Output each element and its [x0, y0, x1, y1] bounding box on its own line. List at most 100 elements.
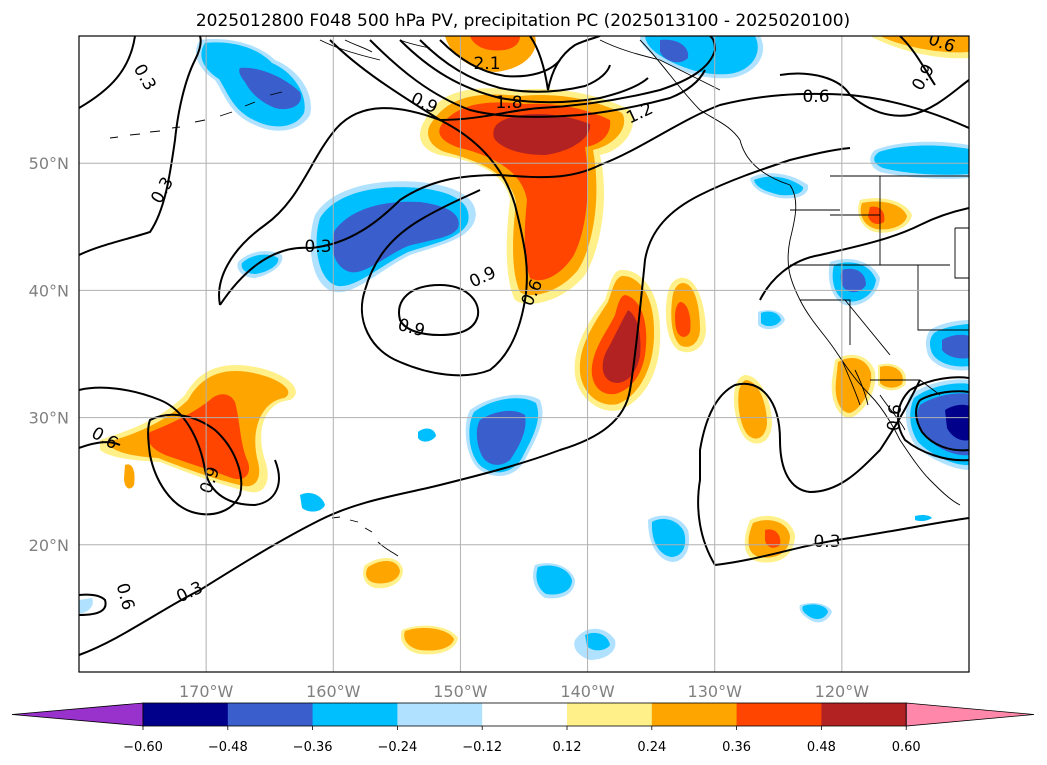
x-tick-label: 160°W [306, 682, 361, 701]
shade-south-cyan-4 [802, 604, 828, 620]
contour-21 [439, 39, 561, 78]
map-frame [78, 35, 970, 673]
colorbar-swatch [821, 703, 907, 726]
border-states [790, 176, 969, 356]
colorbar-tick-label: −0.24 [377, 740, 417, 755]
colorbar-swatch [736, 703, 822, 726]
shade-central-darkred [602, 310, 641, 383]
shade-east-red-3 [765, 529, 781, 548]
colorbar-swatch [651, 703, 738, 726]
x-tick-label: 140°W [560, 682, 615, 701]
contour-label: 2.1 [473, 54, 500, 74]
contour-06-westlow [79, 441, 121, 449]
y-tick-label: 40°N [29, 281, 69, 300]
y-axis-labels: 50°N 40°N 30°N 20°N [29, 154, 69, 555]
shade-east-red-1 [675, 302, 691, 337]
colorbar-swatch [227, 703, 314, 726]
x-tick-label: 130°W [688, 682, 743, 701]
contour-06-right [779, 72, 969, 117]
y-tick-label: 30°N [29, 409, 69, 428]
x-tick-label: 120°W [815, 682, 870, 701]
shade-mid-blue [476, 410, 526, 465]
contour-top-loop [529, 36, 601, 91]
y-tick-label: 50°N [29, 154, 69, 173]
shade-mex-orange [880, 366, 903, 388]
colorbar-swatch [482, 703, 568, 726]
shade-bottom-orange [404, 627, 454, 651]
colorbar-outline [142, 702, 907, 727]
shade-small-yellow-1 [124, 464, 135, 489]
x-tick-label: 150°W [433, 682, 488, 701]
shade-west-blue [840, 268, 866, 293]
shade-bottomleft-lb [79, 598, 93, 614]
colorbar-tick-label: −0.36 [293, 740, 333, 755]
colorbar-tick-label: −0.60 [123, 740, 163, 755]
colorbar-tick-label: 0.24 [637, 740, 666, 755]
shade-east-edge-blue [942, 334, 969, 359]
gridlines [79, 36, 969, 672]
contour-15 [399, 39, 649, 104]
contour-06-bottomleft [79, 593, 107, 616]
contour-label: 0.6 [802, 87, 829, 107]
contour-03-southeast [714, 517, 969, 566]
colorbar: −0.60 −0.48 −0.36 −0.24 −0.12 0.12 0.24 0.36 0.4… [11, 702, 1035, 755]
shade-south-cyan-3 [585, 632, 610, 651]
coastline-alaska [319, 39, 721, 91]
coastline-hawaii [331, 516, 399, 557]
contour-label: 1.8 [495, 93, 522, 113]
contour-09-west [147, 413, 243, 516]
contour-09-northright [899, 36, 936, 86]
shade-baja-orange [835, 357, 872, 413]
contour-03-nw [79, 36, 136, 109]
shade-north-jet-darkred [493, 113, 591, 155]
shade-east-orange-2 [738, 380, 767, 439]
colorbar-extend-high [905, 702, 1035, 727]
y-tick-label: 20°N [29, 536, 69, 555]
contour-03-loop [699, 379, 921, 494]
shade-south-cyan-1 [651, 519, 686, 557]
shade-tiny-east [915, 514, 932, 522]
shade-small-south-orange [366, 561, 400, 584]
contour-03-west [79, 36, 202, 256]
x-tick-label: 170°W [179, 682, 234, 701]
contour-12 [369, 39, 706, 118]
contour-03-sw [218, 107, 441, 306]
contour-09-gulf [915, 390, 969, 452]
shade-tiny-2 [300, 493, 325, 512]
colorbar-tick-label: 0.12 [553, 740, 582, 755]
shade-subtropical-red [148, 394, 250, 480]
colorbar-tick-label: 0.36 [722, 740, 751, 755]
shading-positive [100, 36, 969, 655]
colorbar-tick-label: 0.48 [807, 740, 836, 755]
contour-18 [419, 39, 611, 93]
shade-smallwest-cyan [761, 311, 781, 327]
shade-south-cyan-2 [536, 565, 572, 595]
colorbar-tick-label: −0.48 [208, 740, 248, 755]
shade-canada-cyan [874, 145, 969, 175]
contour-03-inner [697, 450, 716, 566]
colorbar-extend-low [11, 702, 144, 727]
pv-contours [79, 36, 969, 656]
shade-nw-blue [239, 67, 301, 110]
contour-label: 0.3 [304, 237, 331, 257]
contour-03-south [79, 147, 851, 656]
shade-bc-cyan [754, 176, 804, 196]
contour-label: 0.3 [813, 532, 840, 552]
shade-tiny-1 [418, 428, 436, 442]
contour-06-gulf [897, 376, 969, 462]
shade-alaska-blue [660, 39, 689, 63]
shade-topright-orange [880, 36, 969, 53]
map-area: 0.3 0.3 0.3 0.3 0.6 0.6 0.6 0.6 0.6 0.9 … [79, 36, 969, 672]
contour-06-west [79, 386, 280, 507]
x-axis-labels: 170°W 160°W 150°W 140°W 130°W 120°W [179, 682, 869, 701]
colorbar-swatch [143, 703, 229, 726]
colorbar-tick-label: −0.12 [462, 740, 502, 755]
coastline-baja [841, 359, 869, 406]
shade-top-red [470, 36, 520, 51]
colorbar-swatch [397, 703, 483, 726]
chart-title: 2025012800 F048 500 hPa PV, precipitatio… [196, 11, 850, 31]
colorbar-tick-label: 0.60 [892, 740, 921, 755]
shade-gulf-navy [945, 404, 969, 441]
colorbar-swatch [567, 703, 653, 726]
